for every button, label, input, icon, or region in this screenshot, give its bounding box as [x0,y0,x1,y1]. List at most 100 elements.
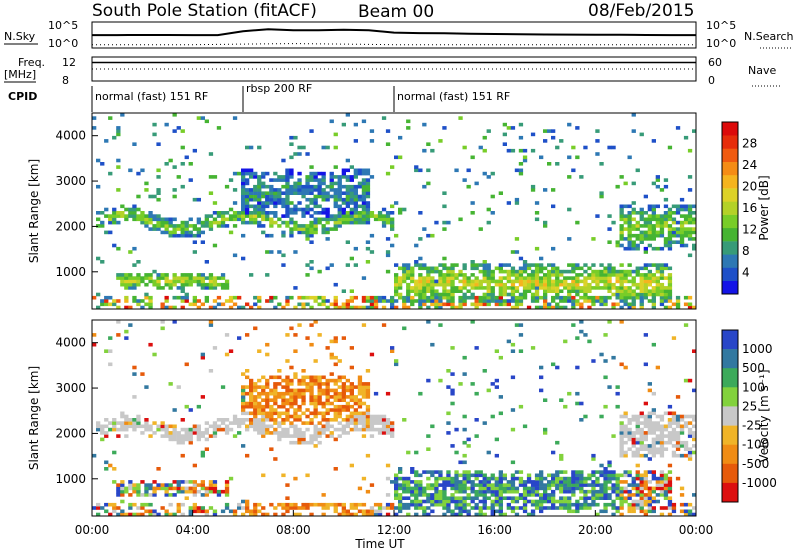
power-cell [494,299,499,303]
velocity-cell [261,431,266,435]
power-cell [575,279,580,284]
power-cell [675,302,681,307]
velocity-cell [365,414,371,419]
velocity-cell [124,421,129,425]
velocity-cell [502,473,507,478]
velocity-cell [337,414,342,419]
velocity-cell [301,411,306,416]
velocity-cell [265,414,270,419]
beam-label: Beam 00 [358,2,434,22]
power-cell [208,191,214,195]
velocity-cell [470,483,475,487]
velocity-cell [635,483,640,487]
velocity-cell [575,506,580,510]
velocity-cell [559,502,564,507]
velocity-cell [281,502,286,507]
power-cell [555,282,560,287]
power-cell [555,279,560,284]
velocity-cell [498,499,503,504]
power-cell [321,299,326,303]
power-cell [216,276,222,280]
power-cell [168,158,173,163]
power-cell [683,214,689,218]
velocity-cell [587,489,592,494]
power-cell [647,276,652,280]
power-cell [289,217,294,222]
power-cell [458,269,463,274]
power-cell [639,211,644,215]
power-cell [418,168,423,173]
power-cell [390,211,395,215]
velocity-cell [144,486,149,491]
power-cell [623,273,628,277]
power-colorbar-swatch [722,214,738,229]
velocity-cell [474,512,479,517]
power-cell [675,227,681,231]
power-cell [667,207,673,212]
power-cell [297,224,302,228]
velocity-cell [188,434,193,438]
power-cell [502,289,507,293]
velocity-cell [567,506,572,510]
velocity-cell [96,502,101,507]
velocity-cell [619,437,624,442]
power-cell [671,227,677,231]
power-cell [128,250,133,254]
power-cell [418,292,423,297]
power-cell [631,227,636,231]
velocity-cell [651,408,656,412]
power-cell [534,279,540,284]
velocity-cell [675,424,681,429]
velocity-cell [124,424,129,429]
velocity-cell [446,421,451,425]
velocity-cell [100,431,105,435]
velocity-cell [692,512,697,517]
power-cell [257,201,262,205]
power-cell [305,263,310,267]
velocity-cell [647,457,652,461]
power-cell [692,305,697,310]
velocity-cell [555,440,560,445]
power-cell [313,224,318,228]
velocity-cell [635,499,640,504]
velocity-cell [321,506,326,510]
power-cell [534,299,540,303]
velocity-cell [506,506,511,510]
power-cell [297,227,302,231]
power-cell [458,299,463,303]
velocity-cell [353,502,358,507]
power-cell [381,217,387,222]
velocity-cell [659,486,665,491]
velocity-cell [337,398,342,402]
power-cell [180,145,185,150]
power-cell [490,276,495,280]
power-cell [253,295,258,300]
power-cell [414,292,419,297]
velocity-cell [152,486,157,491]
velocity-cell [281,398,286,402]
velocity-cell [434,499,439,504]
velocity-cell [345,401,350,406]
power-cell [353,217,358,222]
power-cell [426,168,431,173]
velocity-cell [261,411,266,416]
power-cell [148,214,153,218]
velocity-cell [329,395,334,399]
power-cell [687,217,693,222]
power-cell [136,282,141,287]
power-cell [124,207,129,212]
velocity-cell [172,427,177,432]
velocity-cell [357,411,363,416]
velocity-cell [100,427,105,432]
velocity-cell [530,486,536,491]
velocity-cell [575,499,580,504]
power-cell [156,191,161,195]
power-cell [394,276,399,280]
velocity-cell [450,391,455,396]
velocity-cell [333,437,338,442]
velocity-cell [277,395,282,399]
power-cell [281,233,286,238]
power-cell [414,243,419,248]
power-cell [365,220,371,225]
velocity-cell [261,512,266,517]
